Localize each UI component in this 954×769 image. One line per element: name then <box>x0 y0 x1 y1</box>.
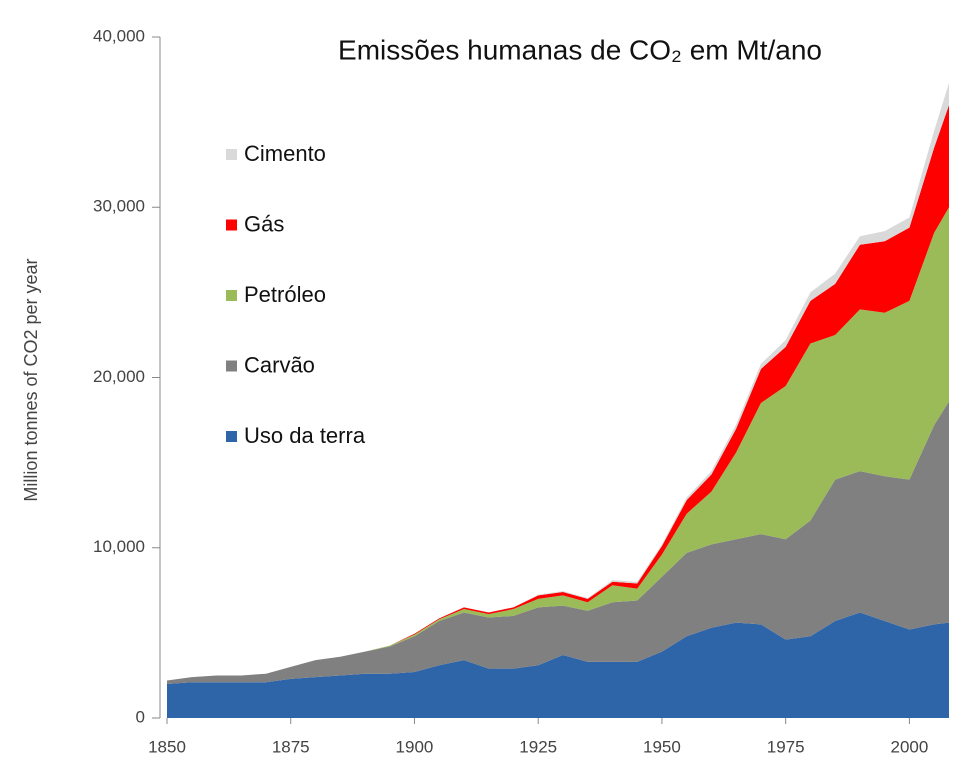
legend-swatch <box>226 431 237 442</box>
legend-swatch <box>226 149 237 160</box>
area <box>167 612 949 718</box>
y-axis-label: Million tonnes of CO2 per year <box>21 258 41 501</box>
area <box>167 401 949 684</box>
x-tick-label: 2000 <box>890 737 928 756</box>
x-tick-label: 1850 <box>148 737 186 756</box>
y-tick-label: 0 <box>136 707 145 726</box>
legend-label: Gás <box>244 211 284 236</box>
x-tick-label: 1975 <box>767 737 805 756</box>
legend-label: Cimento <box>244 141 326 166</box>
legend-label: Carvão <box>244 352 315 377</box>
legend-label: Uso da terra <box>244 423 366 448</box>
x-tick-label: 1925 <box>519 737 557 756</box>
chart-title: Emissões humanas de CO₂ em Mt/ano <box>338 34 822 65</box>
legend-swatch <box>226 219 237 231</box>
y-tick-label: 20,000 <box>93 367 145 386</box>
y-tick-label: 40,000 <box>93 26 145 45</box>
y-tick-label: 30,000 <box>93 197 145 216</box>
x-tick-label: 1900 <box>396 737 434 756</box>
legend-swatch <box>226 360 237 372</box>
area <box>167 207 949 681</box>
legend-swatch <box>226 290 237 301</box>
x-tick-label: 1875 <box>272 737 310 756</box>
x-tick-label: 1950 <box>643 737 681 756</box>
legend-label: Petróleo <box>244 282 326 307</box>
y-tick-label: 10,000 <box>93 537 145 556</box>
